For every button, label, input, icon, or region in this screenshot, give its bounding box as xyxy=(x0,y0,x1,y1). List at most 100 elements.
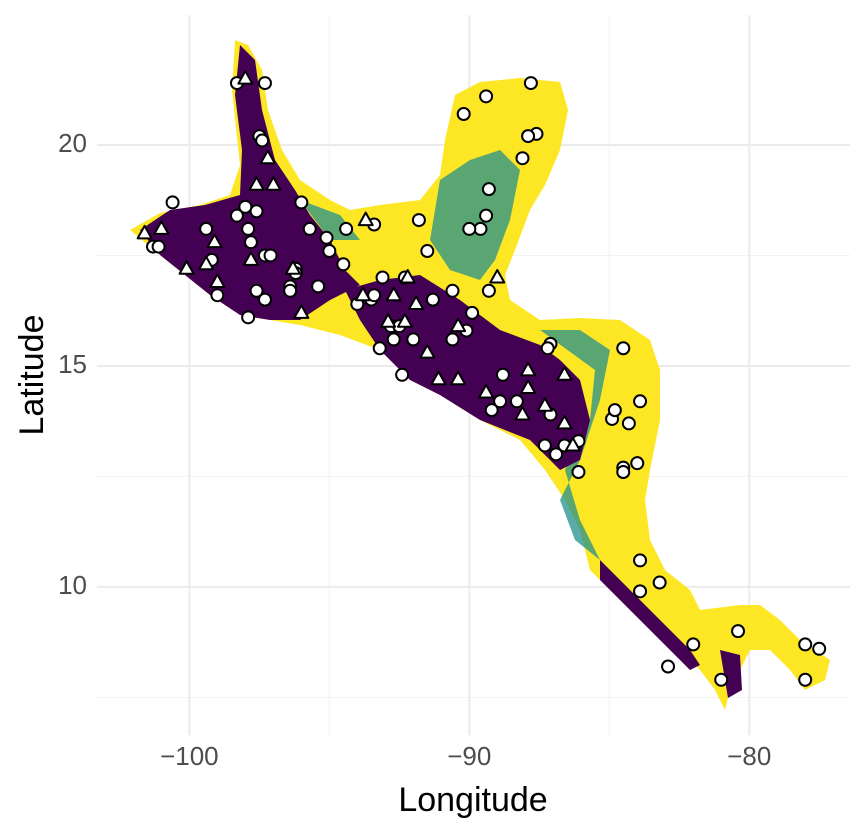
point xyxy=(209,273,226,288)
point xyxy=(616,341,631,356)
point xyxy=(257,76,272,91)
point xyxy=(484,403,499,418)
point xyxy=(411,213,426,228)
point xyxy=(229,208,244,223)
point xyxy=(241,310,256,325)
point xyxy=(385,286,402,302)
point xyxy=(178,260,195,275)
point xyxy=(243,235,258,250)
point xyxy=(621,416,636,431)
point xyxy=(514,406,531,421)
point xyxy=(311,279,326,294)
point xyxy=(249,204,264,219)
point xyxy=(456,107,471,122)
point xyxy=(478,383,495,399)
y-tick-label: 15 xyxy=(58,349,87,379)
point xyxy=(257,292,272,307)
y-tick-label: 10 xyxy=(58,570,87,600)
point xyxy=(556,366,573,381)
point xyxy=(630,456,645,471)
point xyxy=(210,288,225,303)
point xyxy=(445,283,460,298)
point xyxy=(537,438,552,453)
point xyxy=(408,295,425,311)
point xyxy=(481,283,496,298)
point xyxy=(549,447,564,462)
point xyxy=(661,659,676,674)
point xyxy=(520,379,537,395)
point xyxy=(571,465,586,480)
point xyxy=(319,230,334,245)
point xyxy=(153,220,170,235)
point xyxy=(633,553,648,568)
point xyxy=(357,211,374,227)
point xyxy=(386,332,401,347)
point xyxy=(495,367,510,382)
point xyxy=(396,313,413,328)
point xyxy=(241,221,256,236)
point xyxy=(556,414,573,430)
point xyxy=(462,221,477,236)
point xyxy=(375,270,390,285)
point xyxy=(812,641,827,656)
point xyxy=(616,465,631,480)
point xyxy=(406,332,421,347)
point xyxy=(686,637,701,652)
point xyxy=(248,176,265,191)
point xyxy=(521,129,536,144)
point xyxy=(523,76,538,91)
point xyxy=(479,89,494,104)
point xyxy=(294,195,309,210)
y-tick-label: 20 xyxy=(58,128,87,158)
point xyxy=(302,221,317,236)
point xyxy=(481,182,496,197)
point xyxy=(293,304,310,319)
point xyxy=(354,286,371,302)
point xyxy=(265,176,282,191)
point xyxy=(136,224,153,240)
land-medium xyxy=(300,150,610,560)
point xyxy=(633,394,648,409)
point xyxy=(199,221,214,236)
point xyxy=(652,575,667,590)
point xyxy=(493,394,508,409)
points xyxy=(136,70,827,687)
point xyxy=(206,233,223,249)
point xyxy=(419,344,436,359)
point xyxy=(420,244,435,259)
point xyxy=(399,269,416,284)
point xyxy=(509,394,524,409)
y-axis-title: Latitude xyxy=(13,315,51,436)
point xyxy=(445,332,460,347)
point xyxy=(564,436,581,452)
point xyxy=(520,361,537,377)
point xyxy=(339,221,354,236)
point xyxy=(165,195,180,210)
point xyxy=(607,403,622,418)
point xyxy=(489,269,506,284)
point xyxy=(540,341,555,356)
point xyxy=(714,672,729,687)
point xyxy=(430,370,447,386)
point xyxy=(380,313,397,328)
point xyxy=(259,149,276,165)
point xyxy=(255,133,270,148)
x-tick-label: −90 xyxy=(447,741,491,771)
land-unsuitable xyxy=(140,45,742,698)
point xyxy=(322,244,337,259)
point xyxy=(536,397,553,412)
point xyxy=(515,151,530,166)
point xyxy=(425,292,440,307)
point xyxy=(465,305,480,320)
point xyxy=(450,370,467,386)
point xyxy=(283,283,298,298)
point xyxy=(450,317,467,333)
x-tick-label: −100 xyxy=(160,741,219,771)
point xyxy=(633,584,648,599)
point xyxy=(249,283,264,298)
point xyxy=(242,251,259,266)
point xyxy=(284,260,301,275)
point xyxy=(798,672,813,687)
x-axis-title: Longitude xyxy=(398,781,547,819)
